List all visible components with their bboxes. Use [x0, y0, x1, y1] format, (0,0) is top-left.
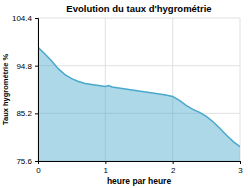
tick-label: 1 — [104, 166, 109, 175]
marks — [38, 47, 240, 161]
x-axis-title: heure par heure — [107, 176, 172, 186]
tick: 85.2 — [16, 109, 38, 118]
grid-line-y — [38, 18, 240, 19]
tick-label: 104.4 — [12, 14, 33, 23]
tick: 94.8 — [16, 62, 38, 71]
tick-mark — [35, 18, 38, 19]
tick: 3 — [238, 161, 243, 175]
tick: 1 — [104, 161, 109, 175]
tick-mark — [105, 161, 106, 164]
tick: 104.4 — [12, 14, 38, 23]
tick: 0 — [36, 161, 41, 175]
title: Evolution du taux d'hygrométrie — [66, 3, 211, 14]
y-axis-title: Taux hygrométrie % — [1, 54, 10, 125]
tick-label: 0 — [36, 166, 41, 175]
area — [38, 47, 240, 161]
axis-line — [35, 19, 39, 162]
tick: 75.6 — [16, 157, 38, 166]
grid-line-x — [240, 18, 241, 161]
tick-mark — [240, 161, 241, 164]
chart: 0 1 2 3 75.6 85.2 94.8 104.4 Evolution du taux d… — [0, 0, 250, 188]
tick-label: 2 — [171, 166, 176, 175]
plot-area: 0 1 2 3 75.6 85.2 94.8 104.4 — [12, 14, 243, 175]
grid — [38, 18, 240, 161]
tick-label: 3 — [238, 166, 243, 175]
tick-mark — [173, 161, 174, 164]
tick-label: 94.8 — [16, 62, 32, 71]
tick-label: 85.2 — [16, 109, 32, 118]
line — [38, 47, 240, 146]
axis-line — [39, 162, 241, 165]
grid-line-y — [38, 65, 240, 66]
tick-mark — [35, 113, 38, 114]
tick: 2 — [171, 161, 176, 175]
y-axis: 75.6 85.2 94.8 104.4 — [12, 14, 39, 166]
tick-label: 75.6 — [16, 157, 32, 166]
tick-mark — [35, 161, 38, 162]
tick-mark — [35, 66, 38, 67]
x-axis: 0 1 2 3 — [36, 161, 243, 175]
